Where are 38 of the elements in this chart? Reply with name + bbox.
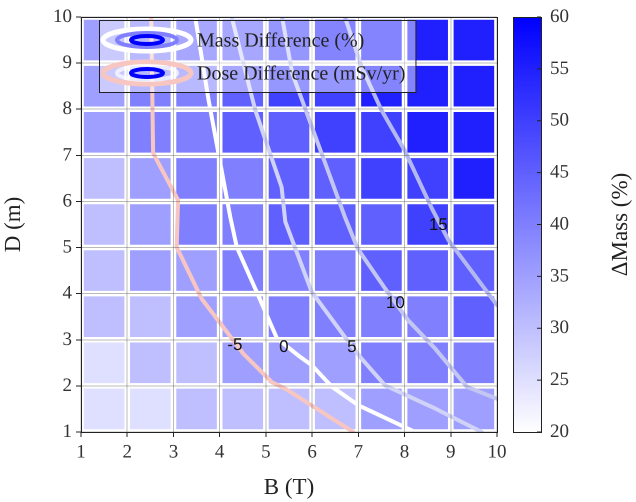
y-axis-title: D (m) (0, 196, 25, 252)
y-tick-label: 2 (62, 374, 72, 396)
x-tick-label: 2 (122, 441, 132, 462)
annotation: -5 (227, 335, 242, 354)
color-bar-label: 25 (550, 369, 569, 390)
x-tick-label: 5 (261, 441, 271, 462)
x-tick-label: 10 (488, 441, 506, 462)
annotation: 15 (428, 215, 448, 234)
x-axis-title: B (T) (264, 474, 314, 500)
color-bar-title: ΔMass (%) (607, 172, 632, 276)
color-bar-label: 20 (550, 420, 569, 442)
color-bar-label: 55 (550, 58, 569, 79)
annotation: 5 (347, 336, 357, 356)
x-tick-label: 4 (214, 441, 225, 462)
color-bar-label: 45 (550, 162, 569, 183)
y-tick-label: 6 (62, 190, 72, 212)
color-bar-label: 50 (550, 110, 569, 131)
annotation: 10 (386, 293, 405, 312)
color-bar-label: 60 (550, 6, 569, 27)
color-bar-label: 35 (550, 265, 569, 286)
y-tick-label: 5 (62, 236, 72, 258)
color-bar-label: 40 (550, 213, 569, 234)
y-tick-label: 1 (62, 420, 72, 442)
annotation: 0 (279, 336, 289, 356)
x-tick-label: 7 (354, 441, 364, 462)
color-bar-label: 30 (550, 317, 569, 338)
y-tick-label: 7 (62, 144, 72, 166)
x-tick-label: 8 (400, 441, 410, 462)
y-tick-label: 8 (62, 98, 72, 120)
x-tick-label: 1 (76, 441, 86, 462)
x-tick-label: 9 (446, 441, 456, 462)
y-tick-label: 9 (62, 52, 72, 74)
x-tick-label: 3 (168, 441, 178, 462)
y-tick-label: 3 (62, 328, 72, 350)
y-tick-label: 4 (62, 282, 72, 304)
legend-label: Dose Difference (mSv/yr) (197, 62, 406, 84)
x-tick-label: 6 (307, 441, 317, 462)
y-tick-label: 10 (53, 6, 72, 27)
